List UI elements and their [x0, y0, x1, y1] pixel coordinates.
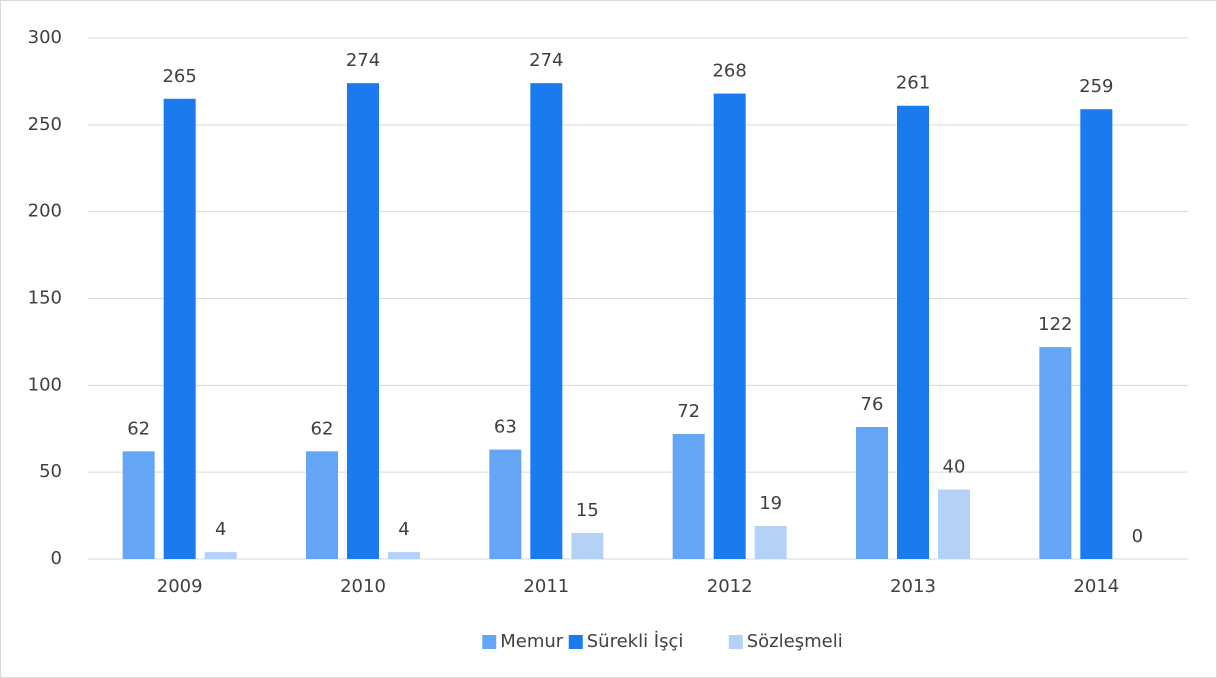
bar	[347, 83, 379, 560]
x-tick-label: 2014	[1073, 576, 1119, 597]
x-tick-label: 2012	[707, 576, 753, 597]
data-label: 259	[1079, 76, 1113, 97]
data-label: 122	[1038, 314, 1072, 335]
x-tick-label: 2011	[523, 576, 569, 597]
data-label: 4	[398, 519, 409, 540]
y-tick-label: 0	[51, 548, 62, 569]
data-label: 76	[861, 394, 884, 415]
data-label: 62	[311, 418, 334, 439]
bar	[204, 552, 237, 559]
bar	[571, 532, 604, 559]
legend-swatch	[728, 635, 743, 649]
data-label: 4	[215, 519, 226, 540]
y-tick-label: 250	[28, 114, 62, 135]
data-label: 19	[759, 493, 782, 514]
data-label: 15	[576, 500, 599, 521]
legend-swatch	[482, 635, 497, 649]
data-label: 0	[1132, 526, 1143, 547]
bar	[754, 526, 787, 559]
data-label: 274	[529, 50, 563, 71]
bar	[713, 93, 746, 559]
bar	[122, 451, 155, 559]
bar	[489, 449, 522, 559]
data-label: 62	[127, 418, 150, 439]
y-tick-label: 100	[28, 374, 62, 395]
data-label: 63	[494, 417, 517, 438]
x-tick-label: 2013	[890, 576, 936, 597]
data-label: 268	[712, 61, 746, 82]
bar	[1039, 347, 1072, 559]
data-label: 72	[677, 401, 700, 422]
x-tick-label: 2010	[340, 576, 386, 597]
legend-swatch	[568, 635, 583, 649]
data-label: 40	[943, 457, 966, 478]
data-label: 265	[162, 66, 196, 87]
bar	[388, 552, 420, 559]
y-tick-label: 150	[28, 288, 62, 309]
legend-label: Memur	[500, 631, 564, 652]
bar	[672, 433, 705, 559]
legend-label: Sözleşmeli	[747, 631, 843, 652]
bar	[856, 427, 888, 559]
y-tick-label: 50	[39, 461, 62, 482]
bar	[897, 105, 929, 559]
x-tick-label: 2009	[157, 576, 203, 597]
legend-label: Sürekli İşçi	[587, 631, 684, 652]
bar	[530, 83, 563, 560]
bar	[163, 98, 196, 560]
bar	[1080, 109, 1113, 559]
bar	[938, 489, 970, 559]
y-tick-label: 300	[28, 27, 62, 48]
data-label: 261	[896, 73, 930, 94]
bar	[306, 451, 338, 559]
data-label: 274	[346, 50, 380, 71]
y-tick-label: 200	[28, 201, 62, 222]
